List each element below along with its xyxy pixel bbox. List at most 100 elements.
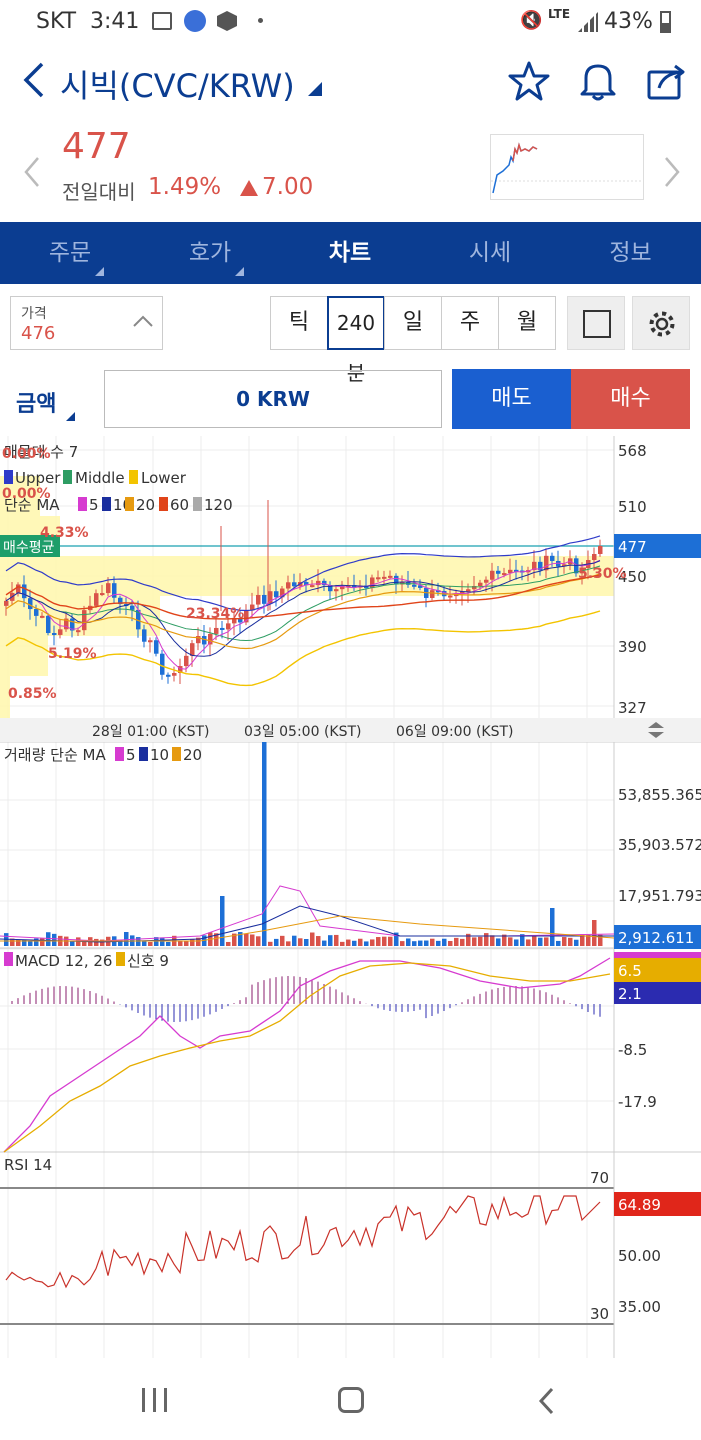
volume-tick-3: 17,951.793: [618, 887, 701, 905]
up-arrow-icon: [240, 180, 258, 196]
drawing-tool-button[interactable]: [567, 296, 625, 350]
signal-current-tag: [614, 958, 701, 982]
volume-bar-92: [556, 940, 561, 946]
star-icon[interactable]: [508, 60, 550, 102]
volume-bar-41: [250, 934, 255, 946]
avg-buy-label: 매수평균: [3, 540, 55, 556]
candle-body-2: [16, 584, 21, 593]
bell-icon[interactable]: [578, 60, 618, 102]
period-240min[interactable]: 240분: [327, 296, 385, 385]
period-week[interactable]: 주: [441, 296, 499, 350]
period-month[interactable]: 월: [498, 296, 556, 350]
volume-bar-3: [22, 939, 27, 946]
volume-tick-current: 2,912.611: [618, 929, 694, 947]
volume-bar-82: [496, 938, 501, 946]
rsi-line: [5, 1195, 601, 1289]
share-icon[interactable]: [645, 60, 687, 102]
price-selector[interactable]: 가격 476: [10, 296, 163, 350]
mini-chart[interactable]: [490, 134, 644, 200]
order-type-label[interactable]: 금액: [16, 392, 57, 417]
clock: 3:41: [90, 9, 140, 34]
volume-bar-20: [124, 932, 129, 946]
candle-body-91: [550, 555, 555, 561]
volume-legend: 거래량 단순 MA: [4, 746, 106, 764]
bb-upper-line: [5, 535, 601, 612]
resize-down-icon[interactable]: [648, 732, 664, 738]
price-selector-value: 476: [21, 323, 56, 344]
volume-bar-13: [82, 940, 87, 946]
nav-back-icon[interactable]: [536, 1386, 556, 1416]
vp-pct-6: 0.85%: [8, 686, 57, 702]
candle-body-16: [100, 593, 105, 596]
volume-bar-84: [508, 937, 513, 946]
candle-body-58: [352, 585, 357, 588]
volume-bar-26: [160, 937, 165, 946]
candle-body-36: [220, 627, 225, 630]
volume-bar-5: [34, 938, 39, 946]
tab-order[interactable]: 주문: [48, 240, 92, 266]
candle-body-35: [214, 627, 219, 634]
candle-body-6: [40, 615, 45, 618]
volume-bar-94: [568, 937, 573, 946]
volume-bar-63: [382, 936, 387, 946]
current-price: 477: [62, 126, 131, 167]
tab-chart[interactable]: 차트: [328, 240, 372, 266]
resize-up-icon[interactable]: [648, 722, 664, 728]
volume-bar-58: [352, 940, 357, 946]
candle-body-93: [562, 564, 567, 567]
volume-bar-50: [304, 939, 309, 946]
time-label-3: 06일 09:00 (KST): [396, 724, 513, 740]
volume-bar-37: [226, 941, 231, 946]
sell-button[interactable]: 매도: [452, 369, 571, 429]
signal-line: [3, 962, 611, 1153]
candle-body-51: [310, 585, 315, 588]
buy-button[interactable]: 매수: [571, 369, 690, 429]
volume-bar-69: [418, 940, 423, 946]
tab-orderbook[interactable]: 호가: [188, 240, 232, 266]
page-title[interactable]: 시빅(CVC/KRW): [60, 67, 295, 105]
volume-bar-30: [184, 941, 189, 946]
chart-canvas[interactable]: 매수평균 568 510 477 450 390 327 매물대 수 7 Upp…: [0, 436, 701, 1358]
tab-orderbook-caret-icon: [235, 267, 244, 276]
volume-bar-54: [328, 935, 333, 946]
tab-info[interactable]: 정보: [609, 240, 652, 266]
candle-body-3: [22, 584, 27, 599]
candle-body-22: [136, 609, 141, 630]
volume-bar-70: [424, 940, 429, 946]
vp-pct-7: 5.30%: [578, 566, 627, 582]
price-tick-390: 390: [618, 638, 647, 656]
candle-body-77: [466, 589, 471, 592]
order-type-caret-icon[interactable]: [66, 412, 75, 421]
vp-pct-5: 5.19%: [48, 646, 97, 662]
volume-bar-99: [598, 934, 603, 946]
rsi-tick-70: 70: [590, 1169, 609, 1187]
volume-bar-87: [526, 939, 531, 946]
tab-market[interactable]: 시세: [468, 240, 512, 266]
candle-body-44: [268, 591, 273, 604]
chart-settings-button[interactable]: [632, 296, 690, 350]
candle-body-8: [52, 633, 57, 636]
period-day[interactable]: 일: [384, 296, 442, 350]
volume-bar-83: [502, 934, 507, 946]
candle-body-80: [484, 579, 489, 583]
recent-apps-icon[interactable]: [142, 1388, 170, 1412]
more-notifications-icon: [258, 18, 263, 23]
candle-body-75: [454, 594, 459, 597]
macd-current-tag: [614, 952, 701, 958]
amount-input[interactable]: 0 KRW: [104, 370, 442, 428]
volume-bar-66: [400, 941, 405, 946]
coin-dropdown-icon[interactable]: [308, 82, 322, 96]
candle-body-42: [256, 594, 261, 605]
volume-bar-72: [436, 940, 441, 946]
candle-body-25: [154, 640, 159, 654]
next-coin-icon[interactable]: [660, 154, 684, 190]
candle-body-27: [166, 674, 171, 677]
period-tick[interactable]: 틱: [270, 296, 328, 350]
back-icon[interactable]: [18, 60, 48, 100]
recent-bar-1: [142, 1388, 145, 1412]
prev-coin-icon[interactable]: [20, 154, 44, 190]
ma5-line: [5, 559, 601, 670]
volume-bar-53: [322, 940, 327, 946]
home-icon[interactable]: [338, 1387, 364, 1413]
volume-bar-36: [220, 896, 225, 946]
